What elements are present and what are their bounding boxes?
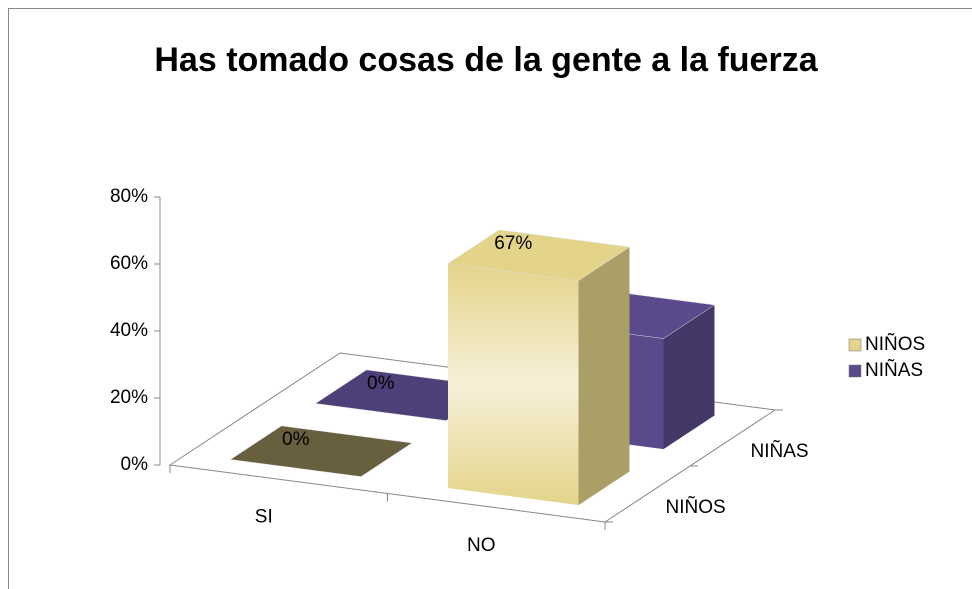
value-label: 67%: [494, 233, 532, 254]
bar-top: [229, 425, 413, 477]
z-tick-label: NIÑAS: [751, 440, 809, 462]
legend-swatch: [848, 338, 862, 352]
y-tick-label: 60%: [110, 253, 148, 274]
legend-swatch: [848, 364, 862, 378]
bar-side: [663, 304, 715, 450]
y-tick-label: 0%: [121, 454, 149, 475]
value-label: 0%: [367, 373, 395, 394]
chart-title: Has tomado cosas de la gente a la fuerza: [154, 41, 818, 79]
value-label: 0%: [282, 429, 310, 450]
bar-side: [578, 247, 630, 506]
legend-label: NIÑAS: [865, 359, 923, 381]
legend-label: NIÑOS: [865, 333, 925, 355]
x-tick-label: SI: [255, 506, 273, 527]
bar-top: [447, 229, 631, 281]
bar-front: [448, 263, 579, 506]
y-tick-label: 40%: [110, 320, 148, 341]
z-tick-label: NIÑOS: [666, 496, 726, 518]
x-tick-label: NO: [467, 535, 496, 556]
y-tick-label: 80%: [110, 186, 148, 207]
y-tick-label: 20%: [110, 387, 148, 408]
